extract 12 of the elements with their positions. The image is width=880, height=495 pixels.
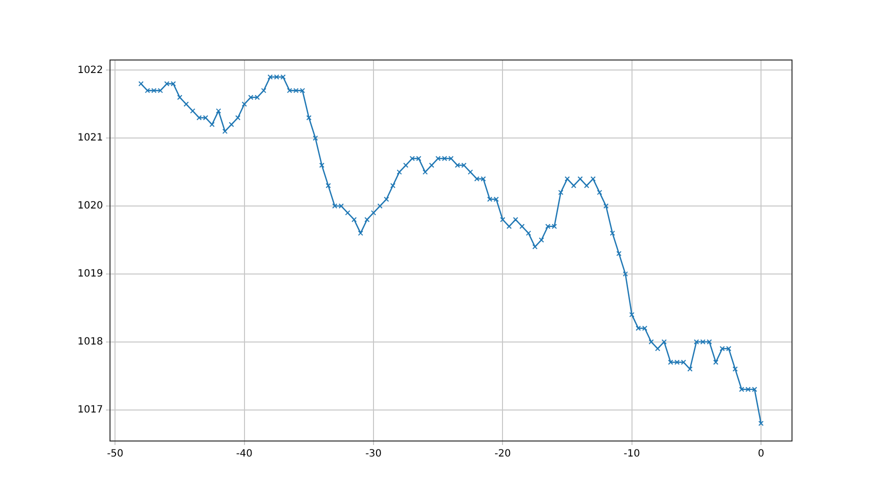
y-tick-label: 1020 — [78, 200, 103, 212]
x-tick-label: -20 — [494, 448, 511, 460]
y-tick-label: 1022 — [78, 64, 103, 76]
x-tick-label: -10 — [624, 448, 640, 460]
x-tick-label: 0 — [758, 448, 764, 460]
y-tick-label: 1019 — [78, 268, 103, 280]
x-tick-label: -40 — [236, 448, 253, 460]
y-tick-label: 1017 — [78, 404, 103, 416]
y-tick-label: 1018 — [78, 336, 103, 348]
x-tick-label: -50 — [106, 448, 124, 460]
x-tick-label: -30 — [365, 448, 382, 460]
y-tick-label: 1021 — [78, 132, 103, 144]
